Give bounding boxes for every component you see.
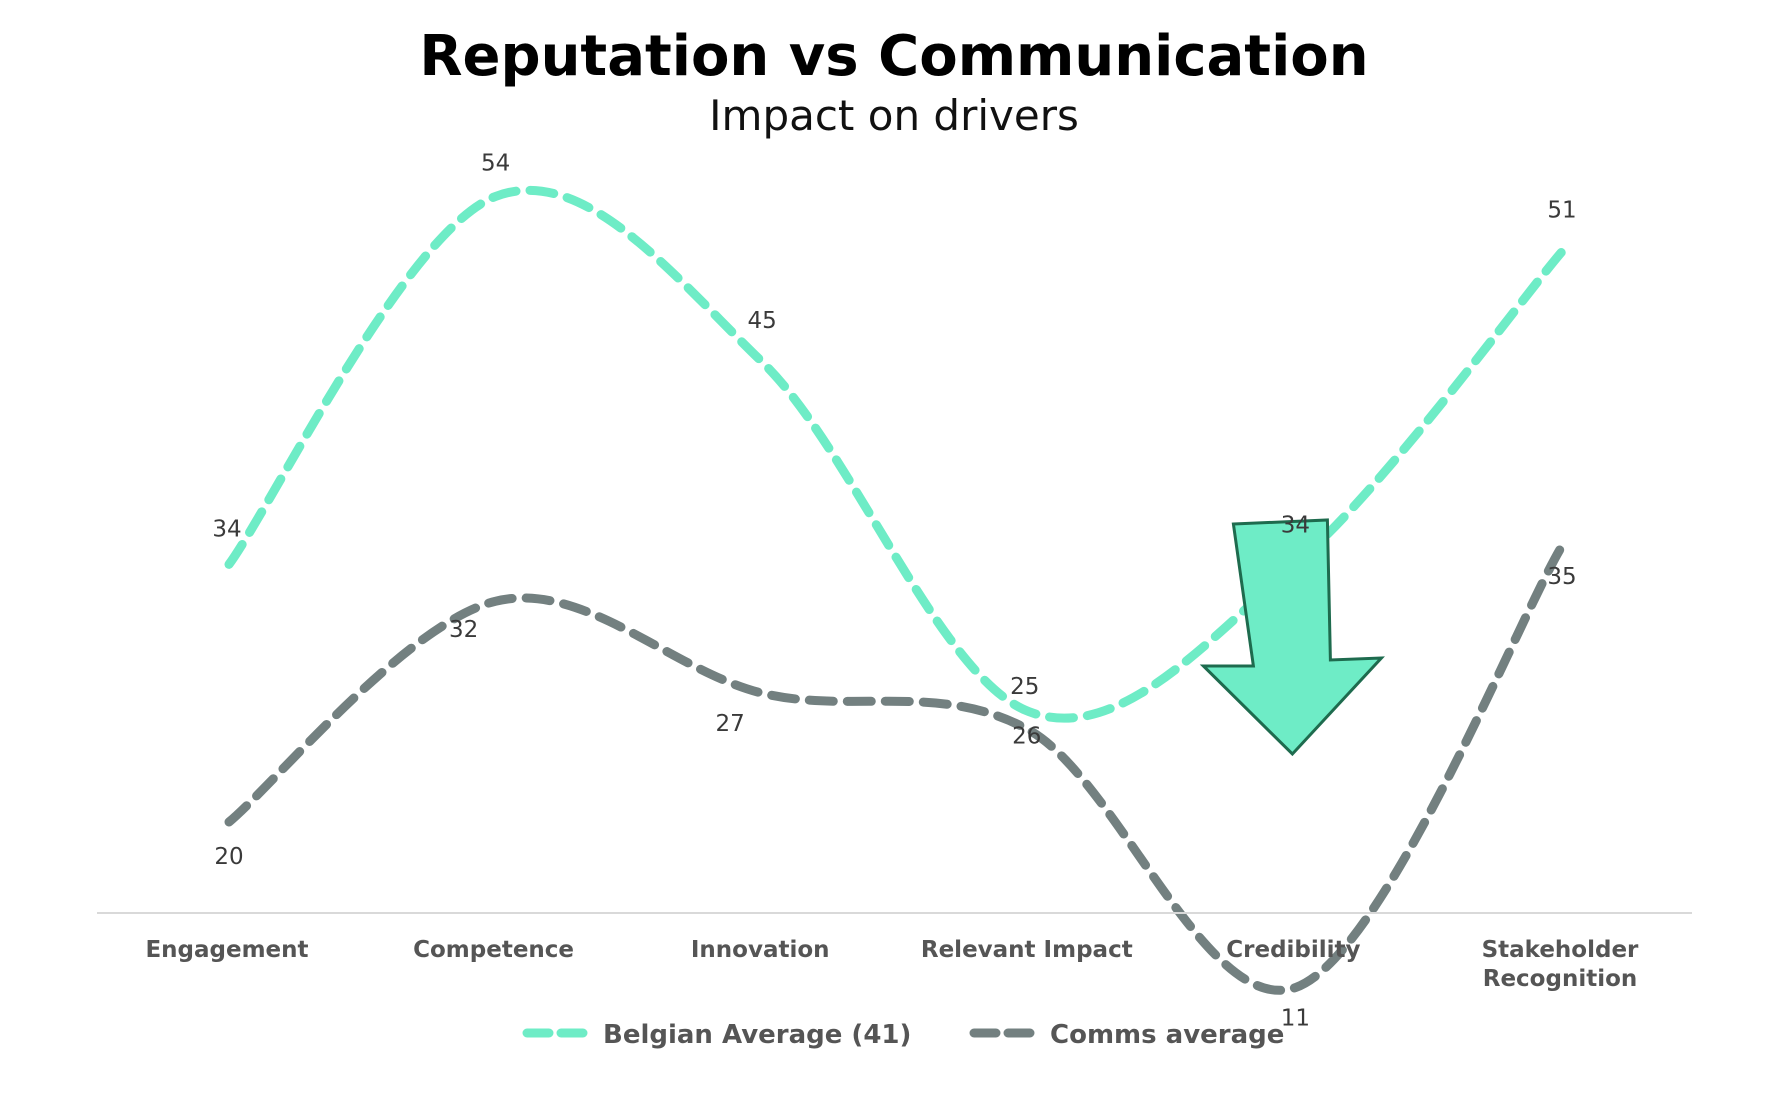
data-label: 51 — [1547, 198, 1576, 224]
legend: Belgian Average (41) Comms average — [522, 1020, 1284, 1050]
data-label: 11 — [1281, 1006, 1310, 1032]
data-label: 34 — [212, 516, 241, 542]
data-label: 35 — [1547, 564, 1576, 590]
x-tick-label: Competence — [413, 937, 574, 963]
data-label: 45 — [748, 308, 777, 334]
data-label: 26 — [1012, 724, 1041, 750]
down-arrow-annotation — [1199, 518, 1385, 757]
chart-title: Reputation vs Communication — [419, 24, 1368, 89]
legend-label-belgian-average: Belgian Average (41) — [603, 1020, 911, 1050]
x-tick-label: Innovation — [691, 937, 830, 963]
legend-label-comms-average: Comms average — [1050, 1020, 1284, 1050]
x-tick-label: Stakeholder Recognition — [1482, 937, 1639, 992]
data-label: 27 — [716, 711, 745, 737]
x-tick-label: Relevant Impact — [921, 937, 1133, 963]
series-line-belgian-average — [224, 186, 1567, 723]
plot-area: 34 54 45 26 34 51 20 32 27 25 11 35 — [212, 150, 1576, 1031]
data-label: 20 — [214, 844, 243, 870]
data-label: 25 — [1010, 674, 1039, 700]
series-line-comms-average — [224, 541, 1567, 995]
data-label: 32 — [449, 617, 478, 643]
data-label: 34 — [1281, 512, 1310, 538]
x-tick-label: Engagement — [145, 937, 308, 963]
data-label: 54 — [481, 150, 510, 176]
x-tick-label: Credibility — [1226, 937, 1360, 963]
x-axis-tick-labels: Engagement Competence Innovation Relevant I… — [145, 937, 1639, 992]
chart-subtitle: Impact on drivers — [709, 91, 1079, 140]
